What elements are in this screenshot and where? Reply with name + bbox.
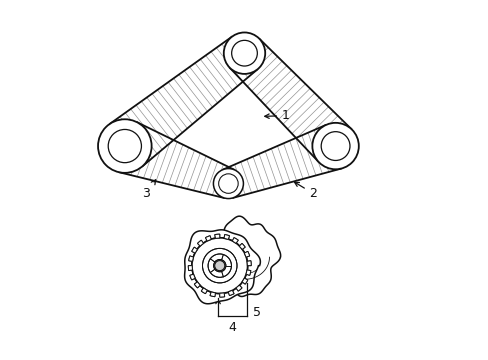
Polygon shape: [184, 230, 260, 304]
Wedge shape: [245, 270, 250, 275]
Wedge shape: [239, 243, 244, 249]
Wedge shape: [219, 293, 224, 297]
Polygon shape: [211, 216, 280, 297]
Wedge shape: [201, 288, 207, 294]
Wedge shape: [242, 278, 247, 284]
Wedge shape: [210, 292, 215, 297]
Text: 5: 5: [253, 306, 261, 319]
Polygon shape: [118, 122, 235, 198]
Wedge shape: [189, 274, 195, 280]
Wedge shape: [191, 247, 197, 253]
Wedge shape: [197, 240, 203, 246]
Wedge shape: [188, 256, 193, 261]
Wedge shape: [201, 288, 207, 294]
Wedge shape: [194, 282, 200, 288]
Wedge shape: [188, 266, 192, 271]
Wedge shape: [219, 293, 224, 297]
Circle shape: [214, 261, 224, 271]
Circle shape: [192, 238, 247, 293]
Wedge shape: [224, 235, 229, 239]
Wedge shape: [242, 278, 247, 284]
Text: 4: 4: [228, 321, 236, 334]
Circle shape: [192, 238, 247, 293]
Wedge shape: [232, 238, 238, 243]
Wedge shape: [239, 243, 244, 249]
Wedge shape: [205, 236, 211, 241]
Polygon shape: [229, 39, 351, 162]
Wedge shape: [205, 236, 211, 241]
Circle shape: [312, 123, 358, 169]
Wedge shape: [228, 290, 234, 296]
Wedge shape: [188, 266, 192, 271]
Wedge shape: [236, 285, 242, 291]
Text: 3: 3: [142, 180, 155, 200]
Wedge shape: [228, 290, 234, 296]
Wedge shape: [194, 282, 200, 288]
Wedge shape: [188, 256, 193, 261]
Circle shape: [213, 168, 243, 199]
Wedge shape: [214, 234, 219, 238]
Wedge shape: [191, 247, 197, 253]
Wedge shape: [246, 261, 251, 266]
Circle shape: [224, 32, 264, 74]
Wedge shape: [244, 251, 249, 257]
Wedge shape: [210, 292, 215, 297]
Text: 2: 2: [294, 182, 317, 200]
Wedge shape: [236, 285, 242, 291]
Wedge shape: [197, 240, 203, 246]
Circle shape: [98, 119, 151, 173]
Wedge shape: [232, 238, 238, 243]
Text: 1: 1: [264, 109, 289, 122]
Circle shape: [214, 261, 224, 271]
Polygon shape: [109, 36, 257, 167]
Wedge shape: [245, 270, 250, 275]
Wedge shape: [224, 235, 229, 239]
Wedge shape: [214, 234, 219, 238]
Wedge shape: [244, 251, 249, 257]
Wedge shape: [189, 274, 195, 280]
Polygon shape: [222, 125, 341, 198]
Wedge shape: [246, 261, 251, 266]
